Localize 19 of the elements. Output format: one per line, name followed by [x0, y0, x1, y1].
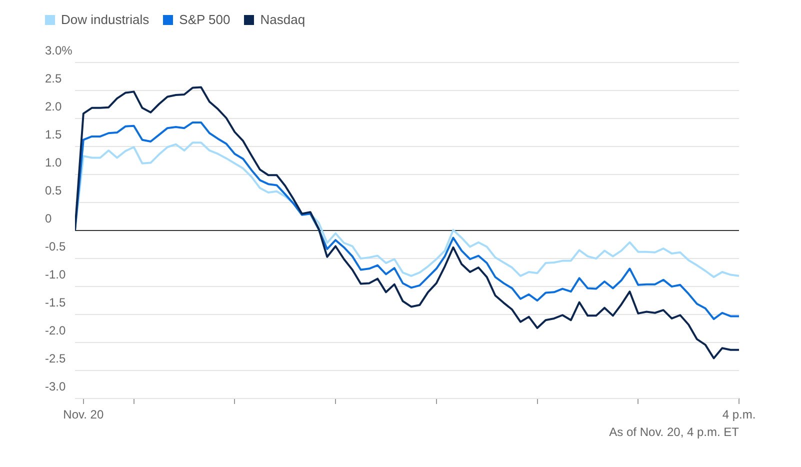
legend-label: S&P 500 — [179, 12, 230, 27]
y-tick-label: 0.5 — [45, 183, 62, 198]
y-tick-label: 2.5 — [45, 71, 62, 86]
y-tick-label: -1.0 — [45, 267, 66, 282]
legend-label: Nasdaq — [260, 12, 306, 27]
y-tick-label: -0.5 — [45, 239, 66, 254]
y-tick-label: 1.5 — [45, 127, 62, 142]
text: As of Nov. 20, 4 p.m. ET — [609, 425, 740, 439]
y-tick-label: 2.0 — [45, 99, 62, 114]
y-tick-label: 0 — [45, 211, 52, 226]
x-tick-label: Nov. 20 — [63, 408, 104, 422]
legend-label: Dow industrials — [61, 12, 150, 27]
y-tick-label: -2.0 — [45, 323, 66, 338]
y-tick-label: -3.0 — [45, 379, 66, 394]
y-tick-label: 1.0 — [45, 155, 62, 170]
y-tick-label: 3.0% — [45, 43, 73, 58]
x-tick-label: 4 p.m. — [722, 408, 756, 422]
y-tick-label: -2.5 — [45, 351, 66, 366]
y-tick-label: -1.5 — [45, 295, 66, 310]
